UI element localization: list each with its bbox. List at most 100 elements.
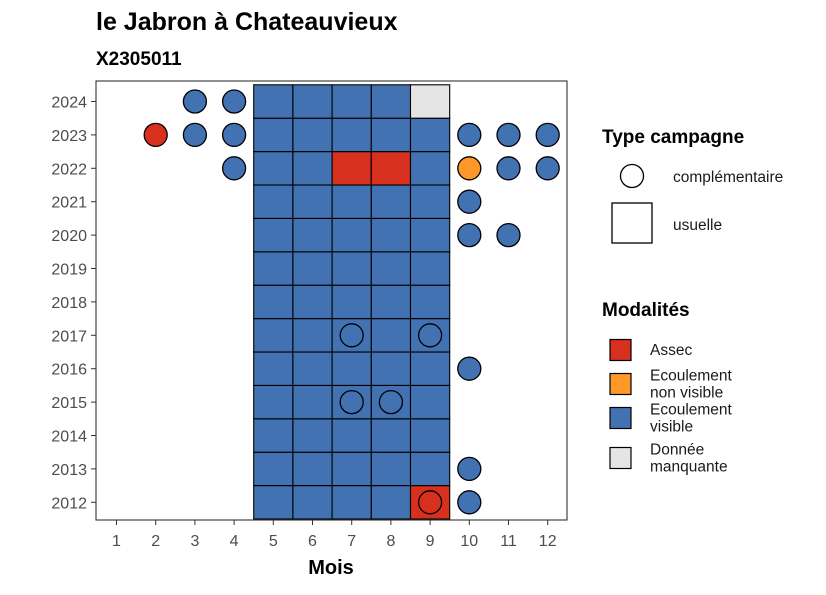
heatmap-tile bbox=[370, 184, 412, 219]
y-tick-label: 2014 bbox=[51, 429, 87, 446]
heatmap-tile bbox=[370, 217, 412, 253]
heatmap-tile bbox=[370, 84, 412, 119]
heatmap-tile bbox=[409, 217, 451, 253]
heatmap-tile bbox=[409, 184, 451, 219]
heatmap-tile bbox=[331, 184, 372, 219]
data-point bbox=[535, 122, 560, 148]
heatmap-tile bbox=[370, 451, 412, 487]
heatmap-tile bbox=[331, 151, 372, 186]
legend-label-donnee-manquante: Donnée bbox=[650, 442, 704, 459]
chart-subtitle: X2305011 bbox=[96, 49, 182, 70]
legend-type-campagne: complémentaire usuelle bbox=[611, 163, 783, 244]
legend-key-ecoulement-non-visible bbox=[609, 372, 632, 396]
y-tick-label: 2013 bbox=[51, 462, 87, 479]
heatmap-tile bbox=[409, 151, 451, 186]
data-point bbox=[221, 122, 247, 148]
data-point bbox=[496, 156, 521, 181]
plot-border bbox=[95, 80, 568, 521]
data-point bbox=[457, 122, 482, 148]
x-tick-label: 4 bbox=[230, 533, 239, 550]
heatmap-tile bbox=[292, 351, 333, 386]
heatmap-tile bbox=[253, 184, 294, 219]
data-point bbox=[143, 122, 168, 148]
legend-label-ecoulement-non-visible: non visible bbox=[650, 385, 723, 402]
data-point bbox=[496, 122, 521, 148]
x-tick-label: 5 bbox=[269, 533, 278, 550]
heatmap-tile bbox=[253, 351, 294, 386]
heatmap-tile bbox=[292, 84, 333, 119]
x-tick-label: 12 bbox=[539, 533, 557, 550]
heatmap-tile bbox=[331, 251, 372, 286]
heatmap-tile bbox=[253, 384, 294, 420]
heatmap-tile bbox=[292, 418, 333, 453]
heatmap-tile bbox=[370, 418, 412, 453]
y-tick-label: 2020 bbox=[51, 228, 87, 245]
heatmap-tile bbox=[292, 117, 333, 153]
y-tick-label: 2012 bbox=[51, 495, 87, 512]
heatmap-tile bbox=[292, 384, 333, 420]
data-point bbox=[457, 490, 482, 515]
data-point bbox=[378, 389, 404, 415]
legend-label-ecoulement-visible: Ecoulement bbox=[650, 402, 733, 419]
data-point bbox=[182, 89, 208, 114]
heatmap-tile bbox=[409, 418, 451, 453]
legend-key-ecoulement-visible bbox=[609, 406, 632, 430]
y-tick-label: 2019 bbox=[51, 262, 87, 279]
heatmap-tile bbox=[370, 485, 412, 520]
data-point bbox=[496, 222, 521, 248]
heatmap-tile bbox=[331, 418, 372, 453]
heatmap-tile bbox=[253, 251, 294, 286]
y-tick-label: 2015 bbox=[51, 395, 87, 412]
heatmap-tile bbox=[409, 284, 451, 320]
legend-key-donnee-manquante bbox=[609, 446, 632, 470]
heatmap-tile bbox=[331, 351, 372, 386]
heatmap-tile bbox=[253, 284, 294, 320]
data-point bbox=[457, 456, 482, 482]
data-point bbox=[339, 323, 364, 348]
heatmap-tile bbox=[292, 217, 333, 253]
legend-label-ecoulement-visible: visible bbox=[650, 419, 693, 436]
legend-label-usuelle: usuelle bbox=[673, 217, 722, 234]
y-tick-label: 2016 bbox=[51, 362, 87, 379]
x-tick-label: 10 bbox=[460, 533, 478, 550]
x-tick-label: 3 bbox=[190, 533, 199, 550]
heatmap-tile bbox=[331, 117, 372, 153]
data-point bbox=[339, 389, 364, 415]
legend-key-assec bbox=[609, 338, 632, 362]
heatmap-tile bbox=[331, 451, 372, 487]
heatmap-tile bbox=[409, 351, 451, 386]
legend-label-donnee-manquante: manquante bbox=[650, 459, 728, 476]
data-point bbox=[457, 356, 482, 381]
heatmap-tile bbox=[292, 284, 333, 320]
data-point bbox=[182, 122, 208, 148]
data-point bbox=[457, 156, 482, 181]
heatmap-tile bbox=[253, 84, 294, 119]
heatmap-tile bbox=[292, 251, 333, 286]
x-tick-label: 2 bbox=[151, 533, 160, 550]
data-point bbox=[535, 156, 560, 181]
x-axis-title: Mois bbox=[308, 557, 354, 579]
chart-title: le Jabron à Chateauvieux bbox=[96, 8, 398, 36]
heatmap-tile bbox=[253, 151, 294, 186]
x-tick-label: 9 bbox=[426, 533, 435, 550]
x-tick-label: 7 bbox=[347, 533, 356, 550]
legend-key-circle bbox=[619, 163, 645, 189]
heatmap-tile bbox=[253, 117, 294, 153]
heatmap-tile bbox=[370, 251, 412, 286]
y-tick-label: 2021 bbox=[51, 195, 87, 212]
legend-modalites-title: Modalités bbox=[602, 300, 690, 321]
heatmap-tile bbox=[409, 451, 451, 487]
legend-label-ecoulement-non-visible: Ecoulement bbox=[650, 368, 733, 385]
heatmap-tile bbox=[331, 284, 372, 320]
data-point bbox=[221, 89, 247, 114]
heatmap-tile bbox=[370, 351, 412, 386]
data-point bbox=[417, 323, 443, 348]
y-tick-label: 2018 bbox=[51, 295, 87, 312]
heatmap-tile bbox=[409, 117, 451, 153]
heatmap-tile bbox=[292, 451, 333, 487]
x-tick-label: 11 bbox=[500, 533, 517, 550]
heatmap-tile bbox=[370, 117, 412, 153]
y-tick-label: 2017 bbox=[51, 328, 87, 345]
